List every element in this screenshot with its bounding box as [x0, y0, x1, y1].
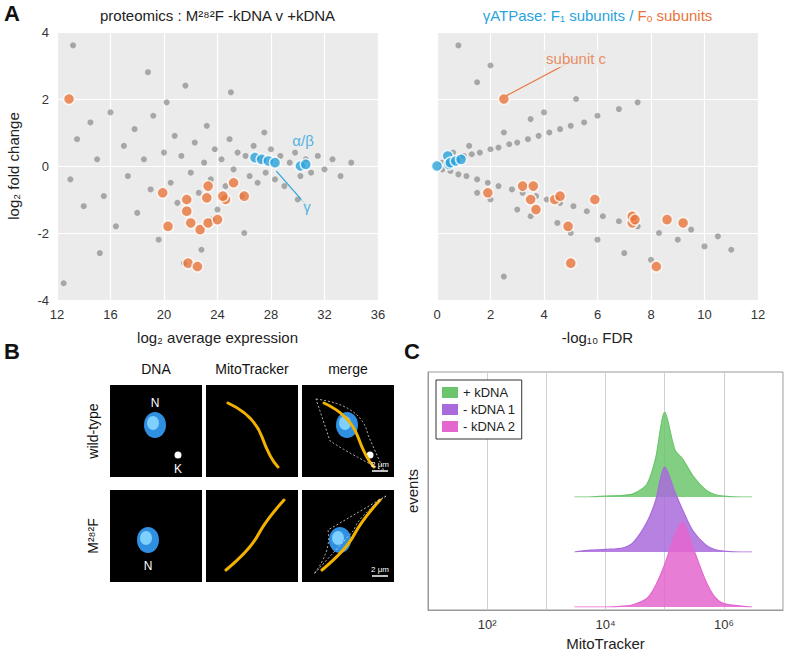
svg-text:10²: 10² — [478, 617, 497, 632]
svg-text:- kDNA 1: - kDNA 1 — [463, 402, 515, 417]
svg-text:32: 32 — [317, 307, 331, 322]
svg-text:log₂ average expression: log₂ average expression — [137, 329, 298, 346]
svg-text:events: events — [404, 469, 421, 513]
svg-text:M²⁸²F: M²⁸²F — [85, 518, 101, 553]
svg-text:MitoTracker: MitoTracker — [215, 361, 289, 377]
svg-text:DNA: DNA — [141, 361, 171, 377]
svg-text:4: 4 — [42, 25, 49, 40]
svg-text:6: 6 — [594, 307, 601, 322]
svg-text:A: A — [4, 1, 20, 26]
svg-text:2: 2 — [42, 92, 49, 107]
svg-text:10⁶: 10⁶ — [714, 617, 734, 632]
svg-text:12: 12 — [751, 307, 765, 322]
svg-text:4: 4 — [540, 307, 547, 322]
svg-text:10: 10 — [697, 307, 711, 322]
svg-text:merge: merge — [328, 361, 368, 377]
svg-text:8: 8 — [647, 307, 654, 322]
svg-text:γATPase: F₁ subunits /: γATPase: F₁ subunits / — [483, 7, 635, 24]
svg-text:0: 0 — [42, 159, 49, 174]
svg-text:2 μm: 2 μm — [371, 460, 389, 469]
svg-text:- kDNA 2: - kDNA 2 — [463, 419, 515, 434]
svg-text:α/β: α/β — [292, 132, 314, 149]
svg-text:36: 36 — [371, 307, 385, 322]
svg-text:Fₒ subunits: Fₒ subunits — [637, 7, 712, 24]
svg-text:N: N — [144, 559, 153, 573]
svg-text:subunit c: subunit c — [546, 50, 607, 67]
svg-text:C: C — [404, 339, 420, 364]
svg-text:24: 24 — [210, 307, 224, 322]
svg-text:10⁴: 10⁴ — [595, 617, 615, 632]
svg-text:2 μm: 2 μm — [371, 565, 389, 574]
svg-text:MitoTracker: MitoTracker — [566, 635, 645, 652]
svg-text:0: 0 — [433, 307, 440, 322]
svg-text:log₂ fold change: log₂ fold change — [5, 112, 22, 220]
svg-text:-log₁₀ FDR: -log₁₀ FDR — [562, 329, 633, 346]
svg-text:16: 16 — [103, 307, 117, 322]
svg-text:wild-type: wild-type — [85, 403, 101, 459]
svg-text:+ kDNA: + kDNA — [463, 385, 508, 400]
svg-text:2: 2 — [487, 307, 494, 322]
svg-text:20: 20 — [157, 307, 171, 322]
svg-text:B: B — [4, 339, 20, 364]
svg-text:-4: -4 — [37, 293, 49, 308]
svg-text:N: N — [151, 396, 160, 410]
svg-text:-2: -2 — [37, 226, 49, 241]
svg-text:γ: γ — [303, 198, 311, 215]
svg-text:K: K — [174, 462, 182, 476]
svg-text:proteomics : M²⁸²F -kDNA v +kD: proteomics : M²⁸²F -kDNA v +kDNA — [100, 7, 335, 24]
svg-text:12: 12 — [50, 307, 64, 322]
svg-text:28: 28 — [264, 307, 278, 322]
